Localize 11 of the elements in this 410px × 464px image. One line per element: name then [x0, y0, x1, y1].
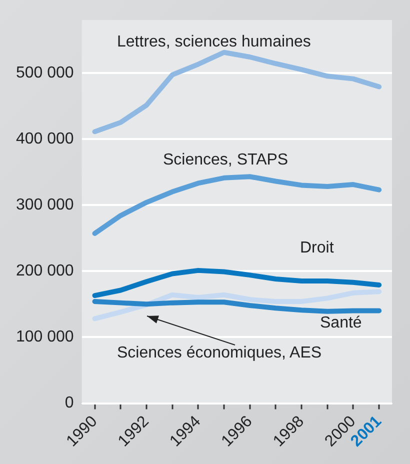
- series-label: Lettres, sciences humaines: [117, 33, 311, 50]
- y-tick-label: 500 000: [16, 64, 74, 82]
- y-tick-label: 300 000: [16, 196, 74, 214]
- y-tick-label: 0: [64, 394, 74, 412]
- series-label: Sciences, STAPS: [163, 151, 288, 168]
- series-label: Sciences économiques, AES: [117, 344, 322, 362]
- y-tick-label: 200 000: [16, 262, 74, 280]
- series-label: Droit: [300, 239, 334, 256]
- series-label: Santé: [320, 314, 362, 332]
- y-tick-label: 100 000: [16, 328, 74, 346]
- y-tick-label: 400 000: [16, 130, 74, 148]
